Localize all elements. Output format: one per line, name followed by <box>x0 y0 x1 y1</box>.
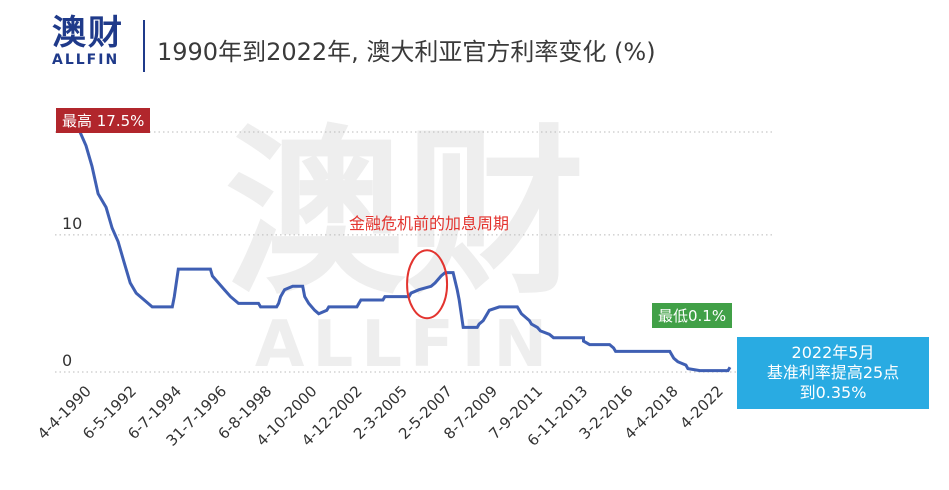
y-tick-label: 10 <box>62 214 82 233</box>
x-tick-label: 4-2022 <box>677 382 727 432</box>
y-tick-label: 0 <box>62 351 72 370</box>
logo-cn-text: 澳财 <box>52 13 124 53</box>
max-rate-badge: 最高 17.5% <box>56 108 151 133</box>
brand-logo: 澳财 ALLFIN <box>52 14 134 68</box>
logo-en-text: ALLFIN <box>52 52 120 68</box>
series-line-official-rate <box>78 131 732 373</box>
grid-lines <box>55 131 772 373</box>
highlight-ellipse <box>406 249 449 320</box>
x-tick-labels: 4-4-19906-5-19926-7-199431-7-19966-8-199… <box>34 382 727 450</box>
annotation-label: 金融危机前的加息周期 <box>349 214 510 233</box>
callout-line-1: 2022年5月 <box>791 343 875 362</box>
latest-rate-callout: 2022年5月 基准利率提高25点 到0.35% <box>737 337 929 409</box>
callout-line-3: 到0.35% <box>799 383 867 402</box>
callout-line-2: 基准利率提高25点 <box>766 363 900 382</box>
title-divider <box>143 20 145 72</box>
chart-title: 1990年到2022年, 澳大利亚官方利率变化 (%) <box>157 38 656 66</box>
min-rate-badge: 最低0.1% <box>652 303 733 328</box>
y-tick-labels: 0 10 <box>62 214 82 370</box>
